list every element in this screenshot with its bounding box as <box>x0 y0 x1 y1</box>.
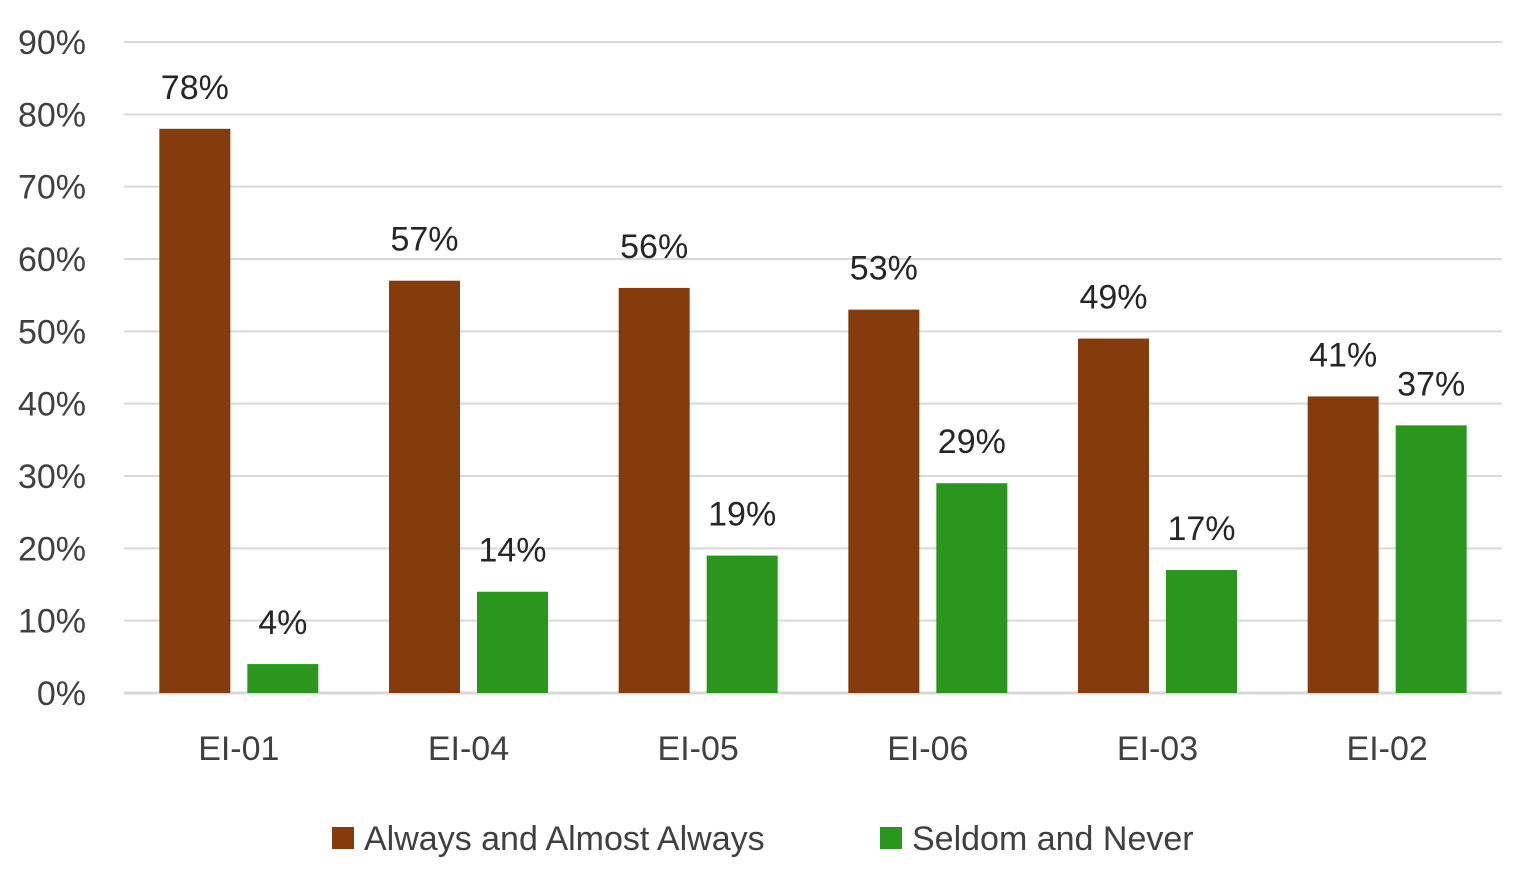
legend-swatch-1 <box>332 827 354 849</box>
data-label: 49% <box>1079 279 1147 317</box>
x-tick-label: EI-04 <box>428 730 509 768</box>
legend-label-1: Always and Almost Always <box>364 820 765 858</box>
y-tick-label: 30% <box>18 458 86 496</box>
bar-ei-03-series-2 <box>1166 570 1237 693</box>
bar-ei-01-series-1 <box>159 128 231 694</box>
bar-ei-06-series-1 <box>848 309 920 693</box>
bar-ei-05-series-2 <box>706 555 778 693</box>
y-tick-label: 40% <box>18 386 86 424</box>
data-label: 19% <box>708 496 776 534</box>
y-tick-label: 20% <box>18 530 86 568</box>
data-label: 56% <box>620 228 688 266</box>
y-tick-label: 90% <box>18 24 86 62</box>
data-label: 17% <box>1167 510 1235 548</box>
data-label: 4% <box>258 604 307 642</box>
data-label: 37% <box>1397 365 1465 403</box>
bar-ei-05-series-1 <box>618 287 690 693</box>
data-label: 78% <box>161 69 229 107</box>
bar-ei-04-series-2 <box>477 591 548 693</box>
y-axis-tick-labels: 0% 10% 20% 30% 40% 50% 60% 70% 80% 90% <box>18 24 86 713</box>
bar-ei-03-series-1 <box>1078 338 1149 693</box>
data-label: 29% <box>938 423 1006 461</box>
x-tick-label: EI-01 <box>198 730 279 768</box>
y-tick-label: 50% <box>18 313 86 351</box>
data-labels: 78% 4% 57% 14% 56% 19% 53% 29% 49% 17% 41% 37% <box>161 69 1465 642</box>
x-axis-tick-labels: EI-01 EI-04 EI-05 EI-06 EI-03 EI-02 <box>198 730 1428 768</box>
data-label: 14% <box>478 532 546 570</box>
data-label: 53% <box>850 250 918 288</box>
y-tick-label: 10% <box>18 603 86 641</box>
bars <box>159 128 1467 694</box>
data-label: 41% <box>1309 336 1377 374</box>
y-tick-label: 70% <box>18 169 86 207</box>
bar-ei-02-series-1 <box>1307 396 1379 693</box>
x-tick-label: EI-02 <box>1347 730 1428 768</box>
y-tick-label: 80% <box>18 96 86 134</box>
x-tick-label: EI-03 <box>1117 730 1198 768</box>
y-tick-label: 0% <box>37 675 86 713</box>
bar-ei-04-series-1 <box>389 280 460 693</box>
data-label: 57% <box>390 221 458 259</box>
legend-label-2: Seldom and Never <box>912 820 1194 858</box>
legend-swatch-2 <box>880 827 902 849</box>
bar-ei-06-series-2 <box>936 483 1008 693</box>
bar-ei-01-series-2 <box>247 664 319 693</box>
x-tick-label: EI-06 <box>887 730 968 768</box>
legend: Always and Almost Always Seldom and Never <box>332 820 1194 858</box>
gridlines <box>124 41 1502 695</box>
bar-ei-02-series-2 <box>1395 425 1467 693</box>
y-tick-label: 60% <box>18 241 86 279</box>
x-tick-label: EI-05 <box>658 730 739 768</box>
